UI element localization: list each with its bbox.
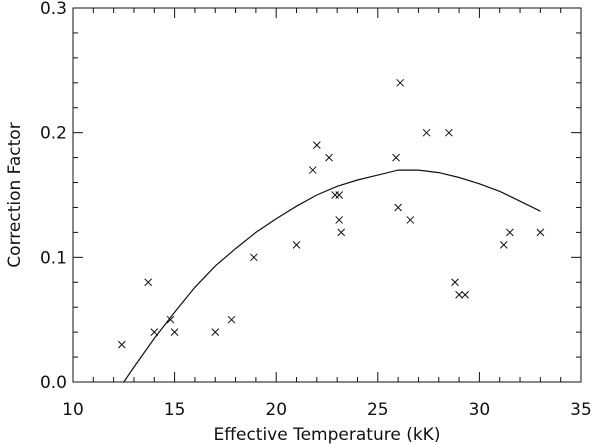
- axis-ticks: [72, 7, 582, 383]
- x-tick-label: 30: [469, 400, 491, 420]
- y-tick-label: 0.1: [40, 248, 67, 268]
- x-tick-label: 15: [164, 400, 186, 420]
- data-point: [144, 278, 153, 287]
- data-point: [422, 128, 431, 137]
- data-point: [406, 216, 415, 224]
- data-point: [292, 241, 301, 249]
- data-point: [325, 153, 333, 162]
- plot-frame: [72, 7, 582, 383]
- data-point: [150, 328, 159, 336]
- data-point: [249, 253, 258, 262]
- data-point: [536, 228, 545, 237]
- data-point: [394, 203, 402, 212]
- data-point: [331, 191, 339, 199]
- data-point: [166, 315, 175, 324]
- data-point: [312, 141, 321, 149]
- data-point: [506, 228, 514, 237]
- x-axis-label: Effective Temperature (kK): [214, 425, 441, 444]
- data-point: [455, 290, 463, 299]
- data-point: [396, 78, 405, 87]
- y-axis-label: Correction Factor: [5, 122, 25, 267]
- fit-curve: [123, 169, 541, 383]
- x-tick-label: 35: [570, 400, 592, 420]
- fit-curve-layer: [123, 169, 541, 383]
- data-point: [499, 241, 508, 249]
- data-point: [335, 191, 344, 199]
- data-point: [170, 328, 179, 336]
- data-point: [451, 278, 459, 287]
- data-point: [117, 340, 126, 349]
- x-tick-label: 25: [367, 400, 389, 420]
- data-point: [335, 216, 344, 224]
- data-point: [461, 290, 470, 299]
- y-tick-label: 0.2: [40, 124, 67, 144]
- y-tick-label: 0.3: [40, 0, 67, 19]
- data-point: [392, 153, 400, 162]
- x-tick-label: 20: [265, 400, 287, 420]
- data-point: [211, 328, 220, 336]
- data-point: [227, 315, 236, 324]
- x-tick-label: 10: [62, 400, 84, 420]
- data-point: [337, 228, 346, 237]
- data-points-layer: [117, 78, 545, 349]
- data-point: [445, 128, 453, 137]
- y-tick-label: 0.0: [40, 373, 67, 393]
- tick-labels: 10 15 20 25 30 35 0.0 0.1 0.2 0.3: [40, 0, 592, 420]
- data-point: [308, 166, 317, 174]
